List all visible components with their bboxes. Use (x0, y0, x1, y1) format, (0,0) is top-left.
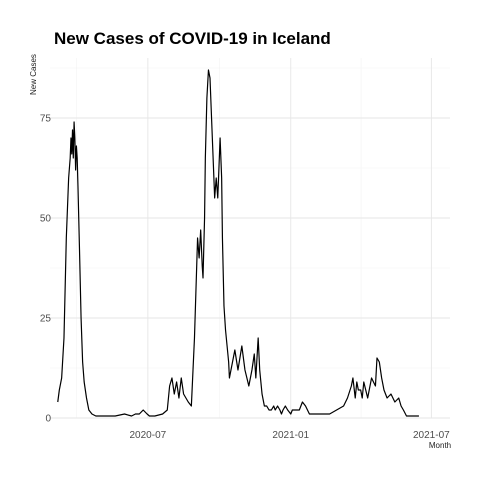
x-tick-label: 2021-01 (272, 430, 309, 441)
x-tick-label: 2020-07 (130, 430, 167, 441)
y-tick-label: 75 (40, 114, 52, 125)
y-axis-title: New Cases (29, 54, 38, 95)
series-line (57, 69, 419, 417)
x-tick-label: 2021-07 (413, 430, 450, 441)
tick-labels: 2020-07 2021-01 2021-07 0 25 50 75 (40, 114, 450, 442)
x-axis-title: Month (429, 441, 451, 450)
y-tick-label: 50 (40, 214, 52, 225)
chart-title: New Cases of COVID-19 in Iceland (54, 29, 331, 48)
y-tick-label: 25 (40, 314, 52, 325)
grid (50, 58, 450, 419)
y-tick-label: 0 (45, 414, 51, 425)
